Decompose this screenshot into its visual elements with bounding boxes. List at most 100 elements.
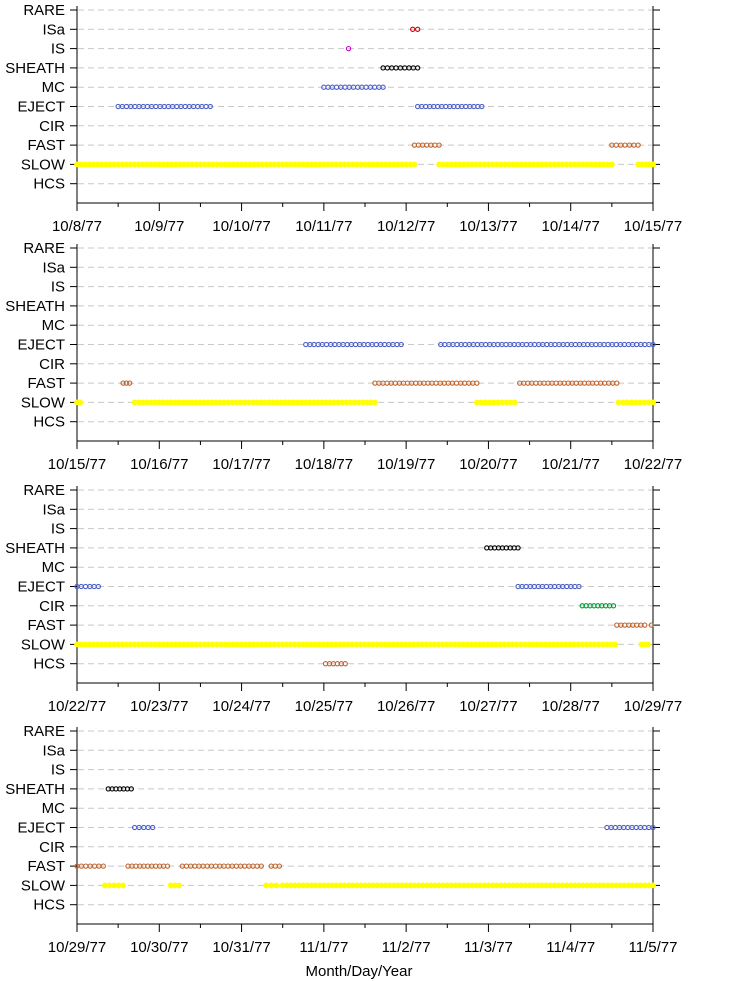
x-tick-label: 10/11/77	[295, 218, 352, 235]
y-tick-label: EJECT	[17, 579, 65, 596]
interval-sheath	[380, 65, 421, 71]
x-tick-label: 11/1/77	[299, 939, 348, 956]
x-tick-label: 10/29/77	[624, 698, 682, 715]
interval-fast	[614, 622, 648, 628]
interval-eject	[604, 824, 656, 831]
data-point	[212, 863, 219, 869]
x-tick-label: 10/26/77	[377, 698, 435, 715]
panel-2: RARE ISa IS SHEATH MC EJECT CIR FAST SLOW HCS 10/1…	[5, 240, 682, 473]
y-tick-label: SHEATH	[5, 540, 65, 557]
x-tick-label: 11/2/77	[382, 939, 431, 956]
data-point	[614, 380, 620, 386]
y-tick-label: RARE	[23, 2, 65, 19]
y-tick-label: FAST	[27, 137, 65, 154]
data-point	[150, 824, 156, 831]
data-point	[111, 882, 117, 889]
interval-slow	[436, 161, 615, 168]
x-tick-label: 10/22/77	[48, 698, 106, 715]
y-tick-label: EJECT	[17, 99, 65, 116]
interval-fast	[411, 142, 442, 148]
interval-eject	[415, 103, 485, 110]
data-point	[650, 882, 656, 889]
interval-eject	[115, 103, 213, 110]
x-tick-label: 10/12/77	[377, 218, 435, 235]
x-tick-label: 10/20/77	[459, 456, 517, 473]
panel-4: RARE ISa IS SHEATH MC EJECT CIR FAST SLOW HCS 10/2…	[5, 723, 677, 956]
data-point	[610, 603, 617, 609]
interval-slow	[74, 161, 418, 168]
data-point	[303, 341, 309, 348]
interval-slow	[102, 882, 126, 889]
y-tick-label: FAST	[27, 858, 65, 875]
data-point	[511, 399, 518, 406]
y-tick-label: CIR	[39, 598, 65, 615]
data-point	[263, 882, 270, 889]
data-point	[233, 863, 240, 869]
interval-slow	[74, 399, 84, 406]
interval-slow	[263, 882, 280, 889]
interval-eject	[131, 824, 156, 831]
interval-eject	[74, 583, 102, 590]
panel-3: RARE ISa IS SHEATH MC EJECT CIR FAST SLOW HCS 10/2…	[5, 482, 682, 715]
y-tick-label: SHEATH	[5, 60, 65, 77]
y-tick-label: ISa	[42, 21, 65, 38]
y-tick-label: CIR	[39, 839, 65, 856]
data-point	[106, 882, 113, 889]
interval-slow	[635, 161, 656, 168]
x-tick-label: 10/30/77	[130, 939, 188, 956]
y-tick-label: MC	[42, 317, 65, 334]
interval-fast	[609, 142, 641, 148]
y-tick-label: HCS	[33, 176, 65, 193]
data-point	[410, 26, 416, 32]
interval-eject	[438, 341, 656, 348]
data-point	[576, 583, 582, 590]
data-point	[120, 380, 126, 386]
interval-slow	[638, 641, 651, 648]
x-tick-label: 10/14/77	[542, 218, 600, 235]
data-point	[203, 103, 209, 110]
data-point	[613, 142, 619, 148]
data-point	[128, 786, 134, 792]
interval-slow	[279, 882, 656, 889]
x-tick-label: 10/24/77	[212, 698, 270, 715]
x-tick-label: 10/22/77	[624, 456, 682, 473]
interval-slow	[615, 399, 656, 406]
interval-eject	[303, 341, 404, 348]
panel-1: RARE ISa IS SHEATH MC EJECT CIR FAST SLOW HCS 10/8…	[5, 2, 682, 235]
y-tick-label: SHEATH	[5, 298, 65, 315]
interval-slow	[167, 882, 182, 889]
interval-slow	[131, 399, 378, 406]
y-tick-label: CIR	[39, 118, 65, 135]
interval-isa	[410, 26, 421, 32]
x-tick-label: 11/5/77	[629, 939, 678, 956]
y-tick-label: ISa	[42, 259, 65, 276]
data-point	[612, 641, 619, 648]
data-point	[479, 103, 485, 110]
data-point	[352, 341, 359, 348]
data-point	[153, 103, 159, 110]
data-point	[100, 863, 106, 869]
interval-sheath	[105, 786, 134, 792]
interval-hcs	[322, 661, 348, 667]
interval-fast	[125, 863, 171, 869]
y-tick-label: HCS	[33, 414, 65, 431]
x-tick-label: 11/4/77	[546, 939, 595, 956]
data-point	[380, 84, 386, 90]
data-point	[273, 882, 280, 889]
interval-fast	[517, 380, 620, 386]
y-tick-label: RARE	[23, 482, 65, 499]
data-point	[393, 65, 399, 71]
data-point	[371, 399, 378, 406]
y-tick-label: RARE	[23, 240, 65, 257]
y-tick-label: HCS	[33, 656, 65, 673]
y-tick-label: ISa	[42, 742, 65, 759]
data-point	[373, 341, 379, 348]
data-point	[123, 380, 130, 386]
interval-fast	[179, 863, 264, 869]
data-point	[650, 341, 656, 348]
data-point	[633, 824, 639, 831]
x-axis-label: Month/Day/Year	[305, 963, 412, 980]
y-tick-label: SLOW	[21, 394, 66, 411]
data-point	[82, 583, 89, 590]
